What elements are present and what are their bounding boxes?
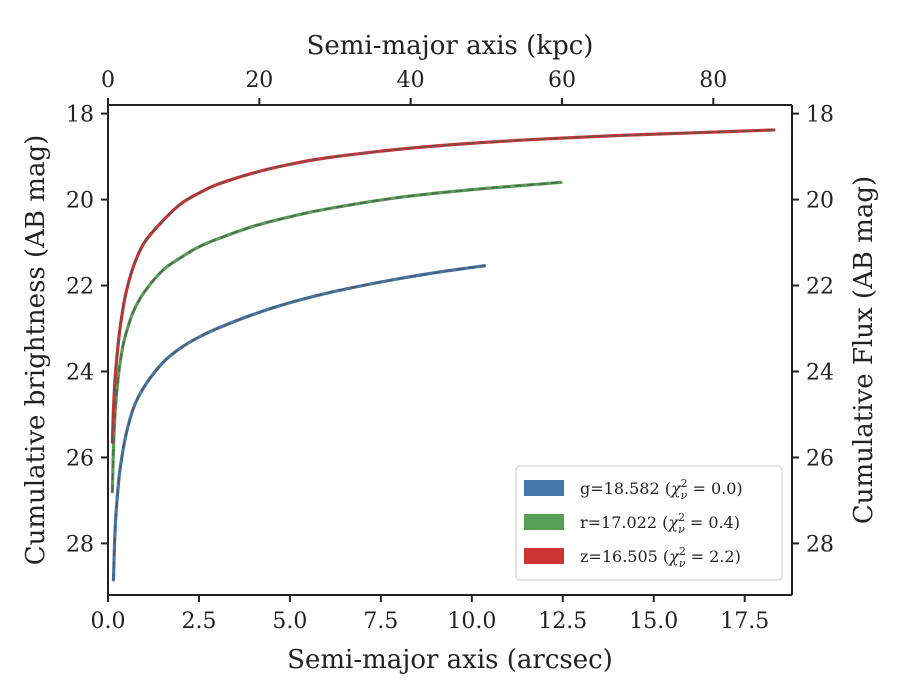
x-tick-label: 7.5 xyxy=(363,609,398,634)
right-y-tick-label: 24 xyxy=(806,360,834,385)
x-tick-label: 17.5 xyxy=(720,609,769,634)
right-y-axis-title: Cumulative Flux (AB mag) xyxy=(849,176,879,524)
y-tick-label: 28 xyxy=(66,532,94,557)
plot-curves xyxy=(110,128,776,582)
series-line-0 xyxy=(111,264,487,582)
right-y-tick-label: 18 xyxy=(806,103,834,128)
top-x-tick-label: 60 xyxy=(548,68,576,93)
series-model-line-0 xyxy=(112,264,485,580)
series-model-line-1 xyxy=(111,181,562,492)
series-line-1 xyxy=(110,180,563,494)
y-tick-label: 26 xyxy=(66,446,94,471)
series-line-2 xyxy=(110,128,776,445)
right-y-tick-label: 20 xyxy=(806,189,834,214)
legend-label-0: g=18.582 (χ2 ν = 0.0) xyxy=(580,477,743,502)
legend: g=18.582 (χ2 ν = 0.0) r=17.022 (χ2 ν = 0.4)… xyxy=(515,465,783,581)
x-tick-label: 15.0 xyxy=(629,609,678,634)
series-model-line-2 xyxy=(111,129,774,443)
legend-label-1: r=17.022 (χ2 ν = 0.4) xyxy=(580,511,740,536)
x-tick-label: 2.5 xyxy=(181,609,216,634)
x-tick-label: 5.0 xyxy=(272,609,307,634)
top-x-tick-label: 0 xyxy=(101,68,115,93)
top-x-tick-label: 20 xyxy=(245,68,273,93)
y-tick-label: 24 xyxy=(66,360,94,385)
y-tick-label: 18 xyxy=(66,103,94,128)
right-y-tick-label: 22 xyxy=(806,275,834,300)
x-tick-label: 10.0 xyxy=(447,609,496,634)
legend-swatch-1 xyxy=(524,514,564,530)
legend-frame xyxy=(515,465,783,581)
top-x-tick-label: 40 xyxy=(397,68,425,93)
y-tick-label: 20 xyxy=(66,189,94,214)
right-y-tick-label: 28 xyxy=(806,532,834,557)
y-axis-title: Cumulative brightness (AB mag) xyxy=(21,135,51,566)
x-tick-label: 12.5 xyxy=(538,609,587,634)
y-tick-label: 22 xyxy=(66,275,94,300)
plot-axes: 0.0 2.5 5.0 7.5 10.0 12.5 15.0 17.5 0 20 40 60 80 18 1… xyxy=(66,68,834,634)
right-y-tick-label: 26 xyxy=(806,446,834,471)
legend-swatch-2 xyxy=(524,548,564,564)
x-axis-title: Semi-major axis (arcsec) xyxy=(287,645,613,675)
legend-label-2: z=16.505 (χ2 ν = 2.2) xyxy=(580,545,741,570)
x-tick-label: 0.0 xyxy=(91,609,126,634)
legend-swatch-0 xyxy=(524,480,564,496)
top-x-tick-label: 80 xyxy=(699,68,727,93)
top-x-axis-title: Semi-major axis (kpc) xyxy=(307,31,594,61)
